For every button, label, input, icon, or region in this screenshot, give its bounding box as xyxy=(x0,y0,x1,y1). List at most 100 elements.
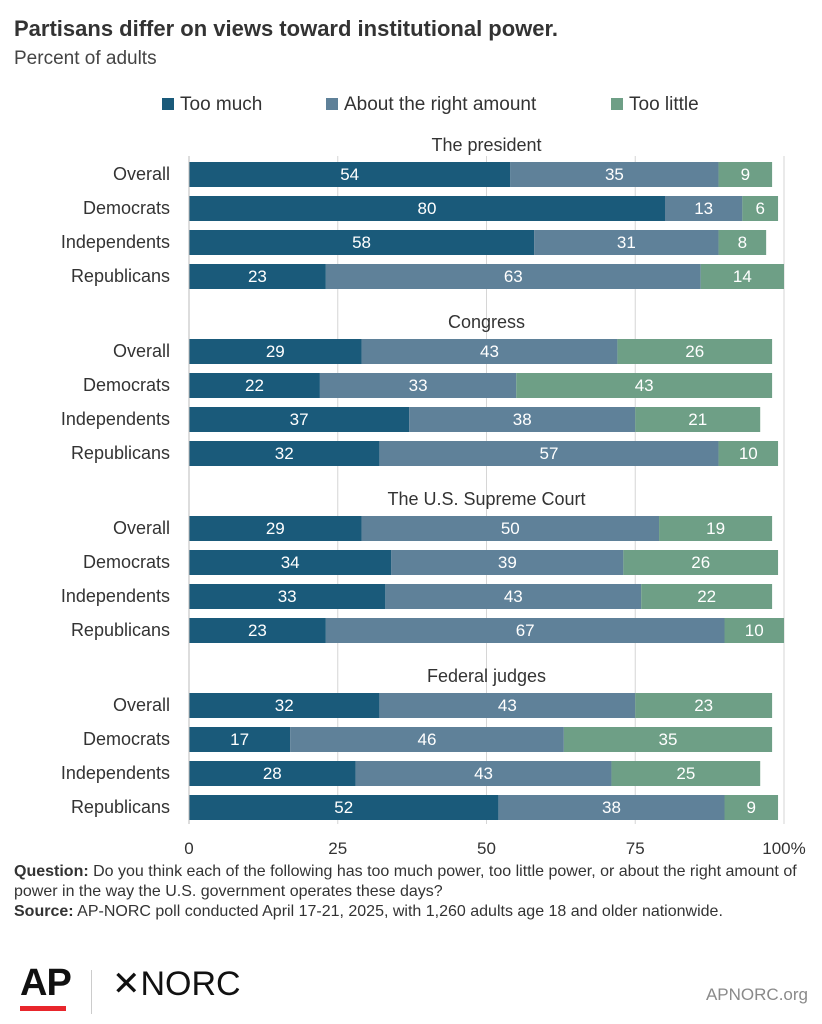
bar-segment xyxy=(189,162,511,187)
data-label: 9 xyxy=(747,798,756,817)
bar-segment xyxy=(724,618,784,643)
data-label: 13 xyxy=(694,199,713,218)
data-label: 28 xyxy=(263,764,282,783)
source-note: Source: AP-NORC poll conducted April 17-… xyxy=(14,902,804,922)
x-tick-label: 0 xyxy=(184,839,193,856)
chart-subtitle: Percent of adults xyxy=(14,48,157,69)
bar-segment xyxy=(325,618,725,643)
chart-notes: Question: Do you think each of the follo… xyxy=(14,862,804,922)
data-label: 67 xyxy=(516,621,535,640)
bar-segment xyxy=(385,584,642,609)
bar-segment xyxy=(659,516,773,541)
bar-segment xyxy=(635,693,773,718)
question-text: Do you think each of the following has t… xyxy=(14,863,797,900)
bar-segment xyxy=(391,550,624,575)
legend-label: Too little xyxy=(629,94,699,115)
data-label: 52 xyxy=(334,798,353,817)
bar-segment xyxy=(189,727,291,752)
data-label: 50 xyxy=(501,519,520,538)
bar-segment xyxy=(700,264,784,289)
ap-logo-underline xyxy=(20,1006,66,1011)
row-label: Republicans xyxy=(71,620,170,640)
bar-segment xyxy=(665,196,743,221)
bar-segment xyxy=(189,407,410,432)
row-label: Democrats xyxy=(83,375,170,395)
chart-title: Partisans differ on views toward institu… xyxy=(14,16,558,41)
bar-segment xyxy=(409,407,636,432)
x-tick-label: 100% xyxy=(762,839,805,856)
row-label: Independents xyxy=(61,586,170,606)
data-label: 26 xyxy=(691,553,710,572)
stacked-bar-chart: Too much About the right amount Too little… xyxy=(61,94,806,856)
data-label: 43 xyxy=(480,342,499,361)
bar-segment xyxy=(510,162,719,187)
bar-segment xyxy=(189,693,380,718)
data-label: 57 xyxy=(540,444,559,463)
data-label: 63 xyxy=(504,267,523,286)
data-label: 34 xyxy=(281,553,300,572)
data-label: 33 xyxy=(409,376,428,395)
group-title: The U.S. Supreme Court xyxy=(387,489,585,509)
legend-swatch xyxy=(611,98,623,110)
bar-segment xyxy=(189,550,392,575)
question-note: Question: Do you think each of the follo… xyxy=(14,862,804,902)
data-label: 6 xyxy=(755,199,764,218)
bar-segment xyxy=(635,407,761,432)
bar-segment xyxy=(718,230,767,255)
ap-logo: AP xyxy=(20,962,72,1004)
x-tick-label: 75 xyxy=(626,839,645,856)
x-tick-label: 50 xyxy=(477,839,496,856)
row-label: Independents xyxy=(61,763,170,783)
data-label: 23 xyxy=(694,696,713,715)
bar-segment xyxy=(623,550,779,575)
row-label: Democrats xyxy=(83,729,170,749)
data-label: 35 xyxy=(659,730,678,749)
data-label: 39 xyxy=(498,553,517,572)
data-label: 31 xyxy=(617,233,636,252)
bar-segment xyxy=(361,339,618,364)
data-label: 80 xyxy=(418,199,437,218)
data-label: 46 xyxy=(418,730,437,749)
bar-segment xyxy=(290,727,564,752)
data-label: 58 xyxy=(352,233,371,252)
question-label: Question: xyxy=(14,863,89,880)
data-label: 33 xyxy=(278,587,297,606)
group-title: Congress xyxy=(448,312,525,332)
bar-segment xyxy=(742,196,779,221)
bar-segment xyxy=(189,196,665,221)
group-title: Federal judges xyxy=(427,666,546,686)
bar-segment xyxy=(718,162,773,187)
source-text: AP-NORC poll conducted April 17-21, 2025… xyxy=(77,903,723,920)
bar-segment xyxy=(724,795,779,820)
data-label: 43 xyxy=(498,696,517,715)
data-label: 43 xyxy=(504,587,523,606)
row-label: Overall xyxy=(113,164,170,184)
data-label: 26 xyxy=(685,342,704,361)
row-label: Democrats xyxy=(83,198,170,218)
bar-segment xyxy=(189,795,499,820)
bar-segment xyxy=(563,727,773,752)
legend-swatch xyxy=(162,98,174,110)
bar-segment xyxy=(718,441,779,466)
row-label: Democrats xyxy=(83,552,170,572)
bar-segment xyxy=(534,230,719,255)
data-label: 54 xyxy=(340,165,359,184)
row-label: Republicans xyxy=(71,266,170,286)
bar-segment xyxy=(189,339,362,364)
bar-segment xyxy=(189,761,356,786)
bar-segment xyxy=(319,373,517,398)
data-label: 8 xyxy=(738,233,747,252)
data-label: 38 xyxy=(602,798,621,817)
bar-segment xyxy=(189,618,326,643)
data-label: 22 xyxy=(697,587,716,606)
data-label: 29 xyxy=(266,519,285,538)
site-link[interactable]: APNORC.org xyxy=(705,985,808,1004)
row-label: Independents xyxy=(61,232,170,252)
data-label: 10 xyxy=(739,444,758,463)
data-label: 35 xyxy=(605,165,624,184)
data-label: 22 xyxy=(245,376,264,395)
bar-segment xyxy=(516,373,773,398)
bar-segment xyxy=(498,795,725,820)
row-label: Independents xyxy=(61,409,170,429)
legend-label: About the right amount xyxy=(344,94,537,115)
